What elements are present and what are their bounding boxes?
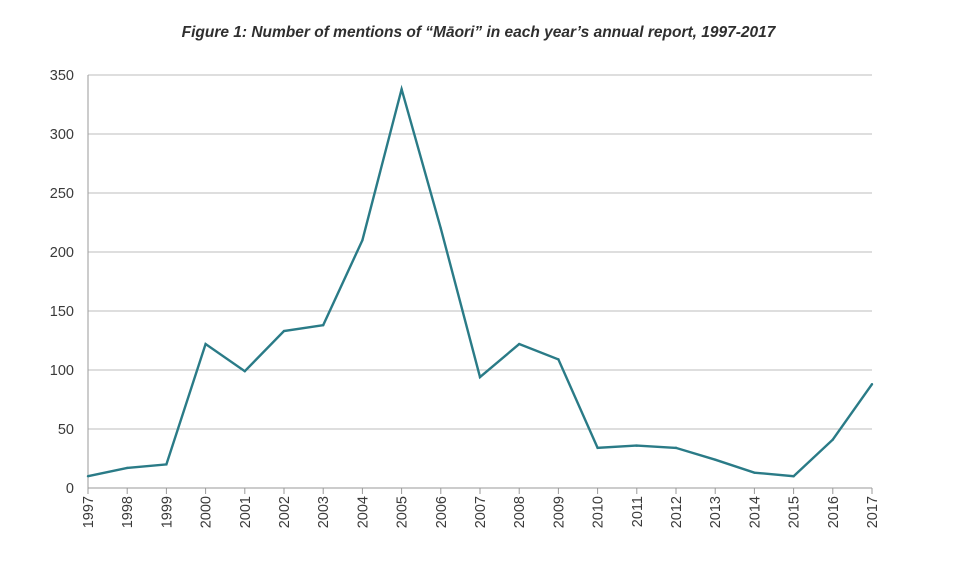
x-tick-label: 2009	[551, 496, 567, 528]
x-tick-label: 2001	[238, 496, 254, 528]
x-tick-label: 2012	[669, 496, 685, 528]
data-point	[792, 475, 795, 478]
x-tick-label: 2000	[199, 496, 215, 528]
data-point	[753, 471, 756, 474]
x-tick-label: 2002	[277, 496, 293, 528]
x-tick-label: 2008	[512, 496, 528, 528]
data-point	[518, 342, 521, 346]
data-point	[400, 87, 403, 91]
x-tick-label: 2016	[826, 496, 842, 528]
data-point	[635, 444, 638, 447]
x-tick-label: 2007	[473, 496, 489, 528]
axes	[87, 75, 872, 489]
x-tick-label: 2003	[316, 496, 332, 528]
x-tick-label: 1998	[120, 496, 136, 528]
data-point	[204, 342, 207, 346]
x-tick-label: 2005	[395, 496, 411, 528]
data-point	[322, 323, 325, 327]
data-point	[831, 438, 834, 441]
data-point	[126, 466, 129, 470]
gridlines	[88, 74, 872, 430]
data-point	[165, 463, 168, 466]
x-tick-label: 2014	[747, 496, 763, 528]
data-point	[361, 239, 364, 242]
x-tick-label: 1997	[81, 496, 97, 528]
data-point	[596, 446, 599, 450]
data-point	[243, 369, 246, 373]
data-point	[478, 375, 482, 379]
data-point	[557, 358, 560, 361]
y-tick-label: 0	[66, 481, 74, 497]
y-axis-ticks: 0 50 100 150 200 250 300 350	[50, 68, 74, 497]
y-tick-label: 300	[50, 127, 74, 143]
data-point	[282, 329, 286, 333]
x-tick-label: 2004	[355, 496, 371, 528]
x-tick-label: 2017	[865, 496, 881, 528]
data-point	[86, 475, 90, 478]
y-tick-label: 100	[50, 363, 74, 379]
x-tick-label: 2006	[434, 496, 450, 528]
x-tick-label: 2013	[708, 496, 724, 528]
series-line	[87, 84, 873, 478]
x-axis-ticks: 1997 1998 1999 2000 2001 2002 2003 2004 2005 2006…	[81, 488, 881, 528]
y-tick-label: 200	[50, 245, 74, 261]
y-tick-label: 50	[58, 422, 74, 438]
data-point	[714, 458, 717, 461]
x-tick-label: 1999	[159, 496, 175, 528]
y-tick-label: 150	[50, 304, 74, 320]
series-group	[86, 84, 874, 478]
data-point	[674, 446, 678, 450]
data-point	[439, 227, 442, 230]
x-tick-label: 2015	[787, 496, 803, 528]
chart-title: Figure 1: Number of mentions of “Māori” …	[181, 24, 776, 41]
y-tick-label: 350	[50, 68, 74, 84]
x-tick-label: 2010	[591, 496, 607, 528]
data-point	[870, 382, 874, 386]
y-tick-label: 250	[50, 186, 74, 202]
x-tick-label: 2011	[630, 496, 646, 527]
